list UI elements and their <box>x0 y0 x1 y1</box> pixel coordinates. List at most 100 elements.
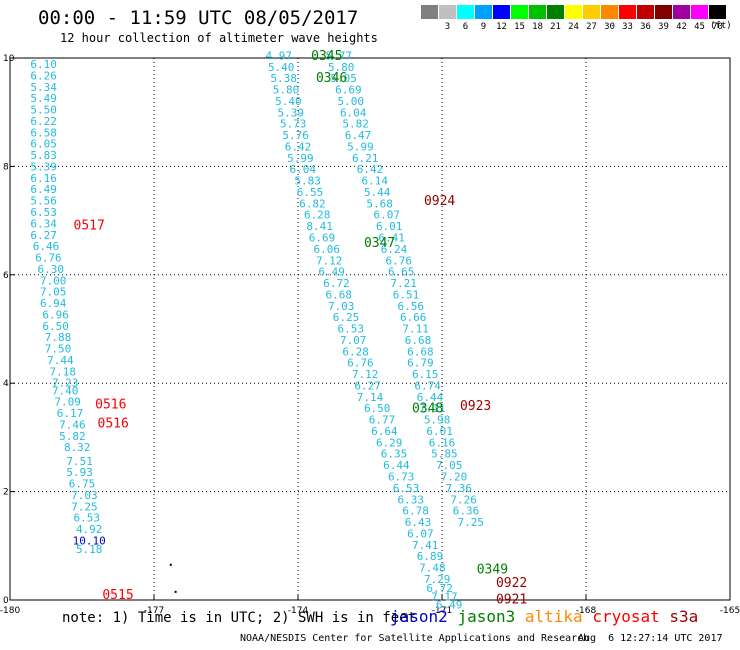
satellite-legend-s3a: s3a <box>669 607 699 626</box>
pass-time-label: 0922 <box>496 576 527 591</box>
wave-height-label: 6.33 <box>398 493 425 506</box>
color-scale-swatch <box>547 5 564 19</box>
wave-height-label: 6.05 <box>30 138 57 151</box>
wave-height-label: 6.34 <box>30 217 57 230</box>
wave-height-label: 5.40 <box>275 95 302 108</box>
wave-height-label: 6.10 <box>30 58 57 71</box>
wave-height-label: 6.69 <box>309 231 336 244</box>
wave-height-label: 7.41 <box>412 539 439 552</box>
color-scale-label: 30 <box>604 22 615 32</box>
wave-height-label: 5.49 <box>30 92 57 105</box>
wave-height-label: 5.00 <box>338 95 365 108</box>
wave-height-label: 6.43 <box>405 516 432 529</box>
wave-height-label: 6.28 <box>304 209 331 222</box>
wave-height-label: 6.49 <box>30 183 57 196</box>
color-scale-label: 3 <box>444 22 451 32</box>
x-tick-label: -168 <box>576 606 597 616</box>
pass-time-label: 0348 <box>412 402 443 417</box>
wave-height-label: 7.50 <box>45 343 72 356</box>
wave-height-label: 6.64 <box>371 425 398 438</box>
wave-height-label: 5.39 <box>30 160 57 173</box>
wave-height-label: 7.44 <box>47 354 74 367</box>
wave-height-label: 6.49 <box>318 266 345 279</box>
wave-height-label: 6.16 <box>30 172 57 185</box>
wave-height-label: 5.80 <box>328 61 355 74</box>
color-scale-label: 36 <box>640 22 651 32</box>
wave-height-label: 6.27 <box>30 229 57 242</box>
wave-height-label: 7.00 <box>40 274 67 287</box>
wave-height-label: 7.03 <box>71 489 98 502</box>
wave-height-label: 6.01 <box>376 220 403 233</box>
wave-height-label: 10.10 <box>73 534 106 547</box>
wave-height-label: 6.22 <box>30 115 57 128</box>
x-tick-label: -177 <box>144 606 164 616</box>
wave-height-label: 6.07 <box>374 209 401 222</box>
color-scale-swatch <box>601 5 618 19</box>
color-scale-swatch <box>529 5 546 19</box>
color-scale-label: 15 <box>514 22 525 32</box>
color-scale-swatch <box>421 5 438 19</box>
satellite-legend-jason3: jason3 <box>457 607 525 626</box>
x-tick-label: -174 <box>288 606 309 616</box>
color-scale-swatch <box>475 5 492 19</box>
chart-subtitle: 12 hour collection of altimeter wave hei… <box>60 31 378 45</box>
y-tick-label: 4 <box>3 379 9 389</box>
wave-height-label: 6.17 <box>57 407 84 420</box>
wave-height-label: 8.41 <box>306 220 333 233</box>
color-scale-swatch <box>655 5 672 19</box>
wave-height-label: 7.25 <box>458 516 485 529</box>
wave-height-label: 7.88 <box>45 331 72 344</box>
color-scale-label: 42 <box>676 22 687 32</box>
wave-height-label: 6.49 <box>436 598 463 611</box>
wave-height-label: 6.96 <box>42 308 69 321</box>
wave-height-label: 5.77 <box>326 49 353 62</box>
y-tick-label: 0 <box>3 596 9 606</box>
wave-height-label: 7.14 <box>357 391 384 404</box>
wave-height-label: 6.42 <box>357 163 384 176</box>
color-scale-swatch <box>691 5 708 19</box>
pass-time-label: 0349 <box>477 563 508 578</box>
wave-height-label: 6.53 <box>338 323 365 336</box>
wave-height-label: 6.51 <box>393 288 420 301</box>
color-scale-label: 45 <box>694 22 705 32</box>
y-tick-label: 6 <box>3 271 9 281</box>
wave-height-label: 4.92 <box>76 523 103 536</box>
wave-height-label: 7.05 <box>436 459 463 472</box>
wave-height-label: 5.39 <box>278 106 305 119</box>
wave-height-label: 7.36 <box>446 482 473 495</box>
data-marker <box>174 590 177 593</box>
wave-height-label: 6.14 <box>362 175 389 188</box>
wave-height-label: 7.09 <box>54 396 81 409</box>
wave-height-label: 6.53 <box>393 482 420 495</box>
color-scale-label: 12 <box>496 22 507 32</box>
wave-height-label: 6.53 <box>74 512 101 525</box>
wave-height-label: 5.56 <box>30 195 57 208</box>
wave-height-label: 6.15 <box>412 368 439 381</box>
wave-height-label: 6.77 <box>369 414 396 427</box>
wave-height-label: 6.27 <box>354 379 381 392</box>
wave-height-label: 5.44 <box>364 186 391 199</box>
color-scale-swatch <box>709 5 726 19</box>
wave-height-label: 5.83 <box>30 149 57 162</box>
wave-height-label: 6.94 <box>40 297 67 310</box>
wave-height-label: 6.46 <box>33 240 60 253</box>
wave-height-label: 5.76 <box>282 129 309 142</box>
wave-height-label: 6.89 <box>417 550 444 563</box>
wave-height-label: 6.69 <box>335 84 362 97</box>
x-tick-label: -171 <box>432 606 452 616</box>
wave-height-label: 7.03 <box>328 300 355 313</box>
wave-height-label: 7.07 <box>340 334 367 347</box>
wave-height-label: 5.99 <box>347 140 374 153</box>
timestamp: Aug 6 12:27:14 UTC 2017 <box>578 633 723 644</box>
wave-height-label: 6.65 <box>388 266 415 279</box>
pass-time-label: 0516 <box>95 397 126 412</box>
wave-height-label: 6.28 <box>342 345 369 358</box>
color-scale-label: 33 <box>622 22 633 32</box>
data-marker <box>169 563 172 566</box>
color-scale-swatch <box>511 5 528 19</box>
color-scale-swatch <box>493 5 510 19</box>
wave-height-label: 6.36 <box>453 505 480 518</box>
wave-height-label: 6.04 <box>290 163 317 176</box>
wave-height-label: 6.66 <box>400 311 427 324</box>
wave-height-label: 6.53 <box>30 206 57 219</box>
